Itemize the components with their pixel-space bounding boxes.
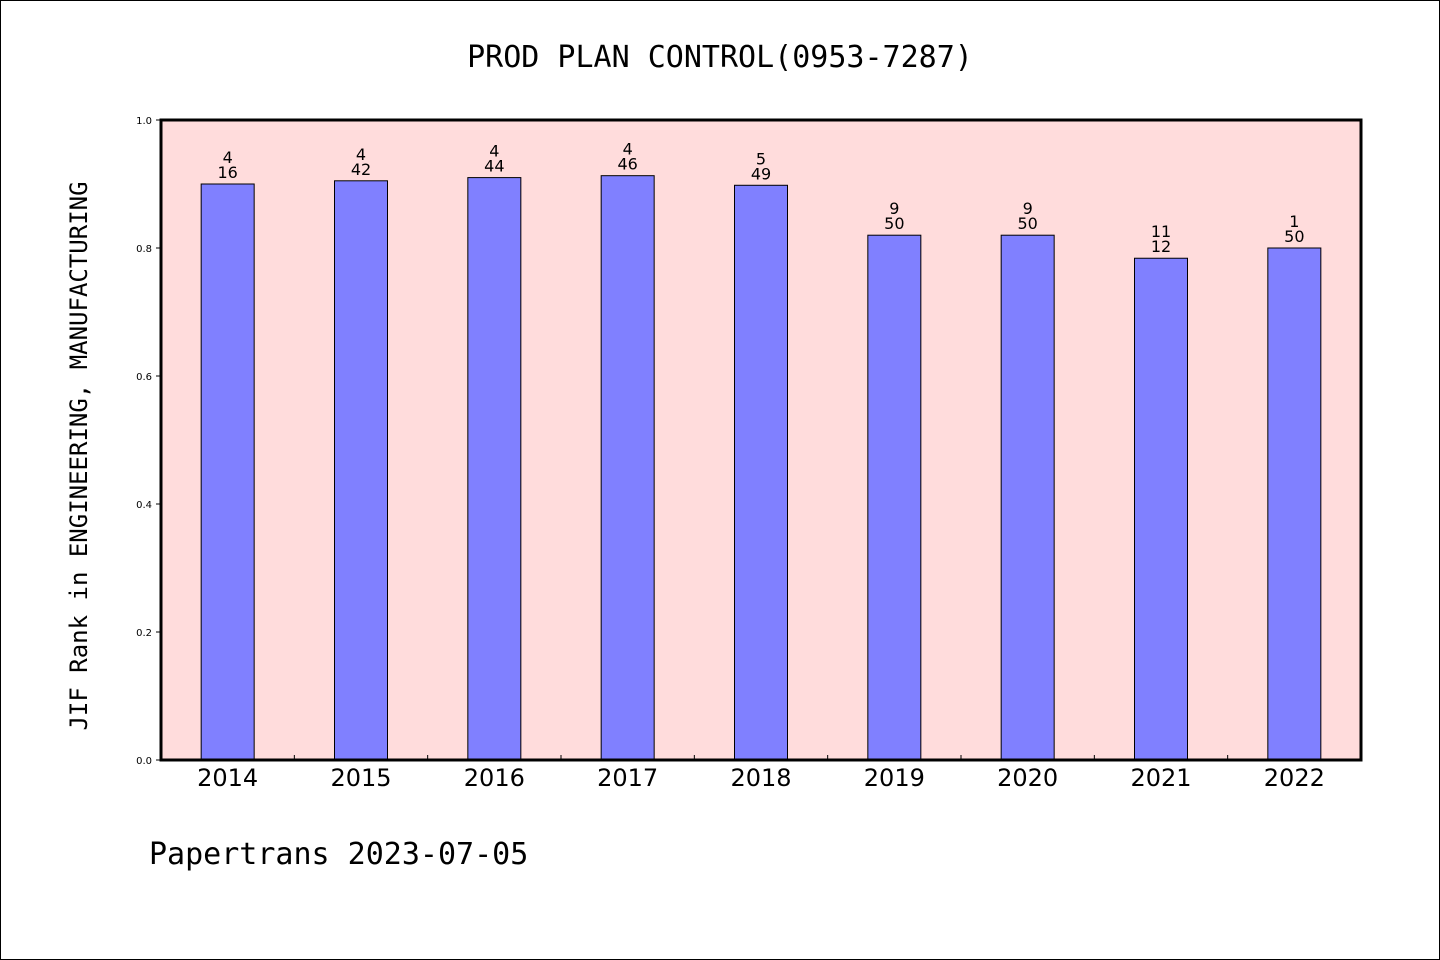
x-tick-label-2015: 2015 bbox=[330, 764, 391, 792]
bar-label-top-2018: 5 bbox=[756, 149, 766, 168]
bar-2017 bbox=[600, 175, 655, 761]
bar-label-top-2019: 9 bbox=[889, 199, 899, 218]
bar-label-top-2015: 4 bbox=[356, 145, 366, 164]
bar-label-bottom-2014: 16 bbox=[217, 163, 237, 182]
y-tick-label-0.2: 0.2 bbox=[136, 628, 152, 639]
bar-label-top-2016: 4 bbox=[489, 142, 499, 161]
bar-2020 bbox=[1000, 234, 1055, 761]
ticks-group: 2014 2015 2016 2017 2018 2019 2020 2021 2022 0.0 0… bbox=[136, 116, 1325, 792]
bar-label-top-2022: 1 bbox=[1289, 212, 1299, 231]
bar-label-top-2020: 9 bbox=[1023, 199, 1033, 218]
y-tick-label-0.6: 0.6 bbox=[136, 372, 152, 383]
bar-label-bottom-2021: 12 bbox=[1151, 237, 1171, 256]
bar-2014 bbox=[200, 183, 255, 761]
bar-label-bottom-2016: 44 bbox=[484, 157, 504, 176]
bar-2019 bbox=[867, 234, 922, 761]
bar-label-top-2017: 4 bbox=[623, 140, 633, 159]
bar-2021 bbox=[1134, 257, 1188, 761]
bar-label-top-2014: 4 bbox=[223, 148, 233, 167]
bar-label-bottom-2018: 49 bbox=[751, 164, 771, 183]
y-axis-label: JIF Rank in ENGINEERING, MANUFACTURING bbox=[65, 181, 93, 730]
x-tick-label-2018: 2018 bbox=[730, 764, 791, 792]
chart-title: PROD PLAN CONTROL(0953-7287) bbox=[467, 40, 973, 75]
x-tick-label-2020: 2020 bbox=[997, 764, 1058, 792]
plot-frame bbox=[159, 118, 1363, 762]
x-tick-label-2014: 2014 bbox=[197, 764, 258, 792]
x-tick-label-2016: 2016 bbox=[464, 764, 525, 792]
bar-2016 bbox=[467, 177, 522, 761]
y-tick-label-1.0: 1.0 bbox=[136, 116, 152, 127]
x-tick-label-2021: 2021 bbox=[1130, 764, 1191, 792]
bar-2015 bbox=[334, 180, 388, 761]
x-tick-label-2017: 2017 bbox=[597, 764, 658, 792]
bar-label-bottom-2015: 42 bbox=[351, 160, 371, 179]
bar-label-bottom-2022: 50 bbox=[1284, 227, 1304, 246]
bar-label-bottom-2017: 46 bbox=[617, 155, 637, 174]
bar-2022 bbox=[1267, 247, 1322, 761]
x-tick-label-2022: 2022 bbox=[1264, 764, 1325, 792]
bar-label-top-2021: 11 bbox=[1151, 222, 1171, 241]
footer-credit: Papertrans 2023-07-05 bbox=[149, 837, 528, 872]
bar-label-bottom-2020: 50 bbox=[1017, 214, 1037, 233]
y-tick-label-0.0: 0.0 bbox=[136, 756, 152, 767]
y-tick-label-0.4: 0.4 bbox=[136, 500, 152, 511]
bar-label-bottom-2019: 50 bbox=[884, 214, 904, 233]
y-tick-label-0.8: 0.8 bbox=[136, 244, 152, 255]
bar-2018 bbox=[734, 184, 788, 761]
x-tick-label-2019: 2019 bbox=[864, 764, 925, 792]
